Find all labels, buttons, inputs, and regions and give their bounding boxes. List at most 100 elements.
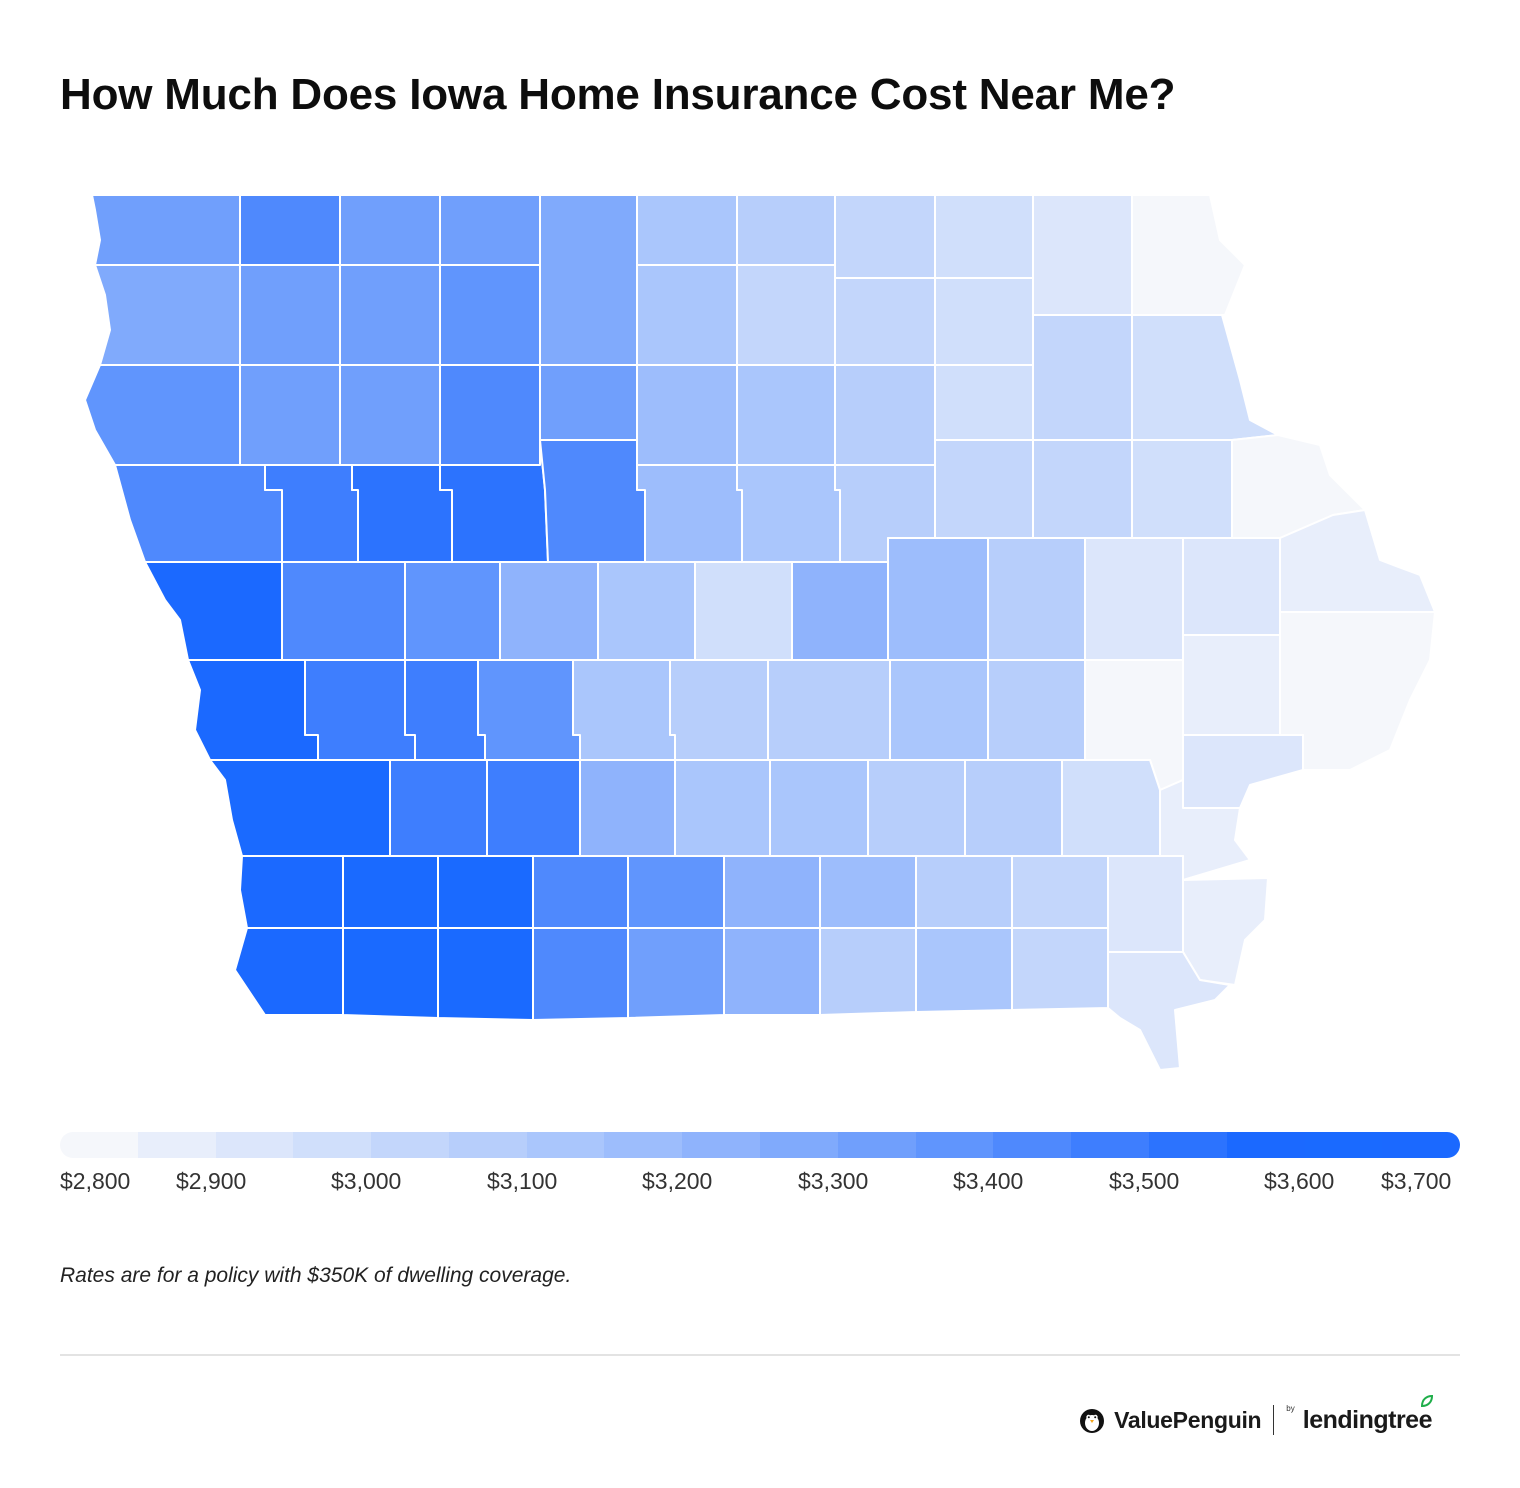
county-region [339, 194, 441, 266]
divider [60, 1354, 1460, 1356]
county-region [736, 464, 841, 563]
county-region [114, 464, 283, 563]
legend-swatch [1148, 1132, 1227, 1158]
legend-swatch [993, 1132, 1072, 1158]
county-region [834, 277, 936, 366]
partner-label: lendingtree [1302, 1405, 1433, 1434]
county-region [736, 264, 836, 366]
county-region [791, 561, 889, 661]
legend-tick: $3,600 [1264, 1168, 1335, 1194]
legend-tick: $2,900 [176, 1168, 247, 1194]
legend-tick: $3,500 [1109, 1168, 1180, 1194]
county-region [636, 264, 738, 366]
county-region [94, 264, 241, 366]
county-region [964, 759, 1063, 857]
county-region [439, 194, 541, 266]
county-region [351, 464, 453, 563]
county-region [819, 855, 917, 929]
county-region [723, 855, 821, 929]
county-region [1084, 537, 1184, 661]
county-region [532, 855, 629, 929]
county-region [1131, 314, 1279, 441]
county-region [239, 855, 344, 929]
legend-swatch [293, 1132, 372, 1158]
county-region [819, 927, 917, 1016]
county-region [627, 927, 725, 1019]
county-region [579, 759, 676, 857]
county-region [234, 927, 344, 1016]
county-region [934, 277, 1034, 366]
county-region [934, 439, 1034, 539]
county-region [84, 364, 241, 466]
county-region [987, 659, 1086, 761]
county-region [437, 855, 534, 929]
partner-name: lendingtree [1302, 1394, 1434, 1435]
brand-separator [1273, 1405, 1275, 1435]
legend-color-bar [60, 1132, 1460, 1158]
legend-tick: $3,700 [1381, 1168, 1452, 1194]
county-region [934, 364, 1034, 441]
county-region [342, 855, 439, 929]
county-region [342, 927, 439, 1019]
legend-swatch [448, 1132, 527, 1158]
county-region [834, 364, 936, 466]
county-region [834, 194, 936, 279]
county-region [887, 537, 989, 661]
county-region [1182, 634, 1281, 736]
legend-swatch [1382, 1132, 1460, 1158]
county-region [1032, 314, 1133, 441]
legend-swatch [915, 1132, 994, 1158]
county-region [339, 264, 441, 366]
county-region [915, 927, 1013, 1013]
county-region [1107, 855, 1184, 953]
county-region [477, 659, 581, 761]
brand-logo: ValuePenguin by lendingtree [1078, 1394, 1434, 1440]
county-region [1107, 951, 1231, 1071]
county-region [889, 659, 989, 761]
county-region [1182, 734, 1304, 809]
legend-tick: $3,200 [642, 1168, 713, 1194]
county-region [209, 759, 391, 857]
legend-swatch [682, 1132, 761, 1158]
county-region [281, 561, 406, 661]
county-region [239, 364, 341, 466]
leaf-icon [1420, 1394, 1434, 1407]
county-region [1011, 855, 1109, 929]
county-region [439, 364, 541, 466]
brand-by: by [1286, 1403, 1295, 1413]
county-region [597, 561, 696, 661]
county-region [1182, 537, 1281, 636]
county-region [723, 927, 821, 1016]
county-region [636, 464, 743, 563]
county-region [1182, 877, 1269, 986]
county-region [439, 264, 541, 366]
county-region [1032, 194, 1133, 316]
county-region [339, 364, 441, 466]
county-region [91, 194, 241, 266]
legend-swatch [604, 1132, 683, 1158]
county-region [187, 659, 319, 761]
legend-tick: $3,400 [953, 1168, 1024, 1194]
county-region [404, 561, 501, 661]
legend-tick: $2,800 [60, 1168, 131, 1194]
county-region [1131, 194, 1246, 316]
county-region [539, 439, 646, 563]
penguin-icon [1080, 1409, 1105, 1433]
footnote: Rates are for a policy with $350K of dwe… [60, 1264, 572, 1287]
county-region [627, 855, 725, 929]
county-region [239, 264, 341, 366]
legend-swatch [760, 1132, 838, 1158]
county-region [144, 561, 283, 661]
county-region [769, 759, 869, 857]
county-region [532, 927, 629, 1021]
legend-tick: $3,300 [798, 1168, 869, 1194]
legend-swatch [1226, 1132, 1305, 1158]
county-region [987, 537, 1086, 661]
county-region [736, 194, 836, 266]
county-region [304, 659, 416, 761]
county-region [694, 561, 793, 661]
county-region [674, 759, 771, 857]
county-region [636, 194, 738, 266]
legend-swatch [60, 1132, 138, 1158]
